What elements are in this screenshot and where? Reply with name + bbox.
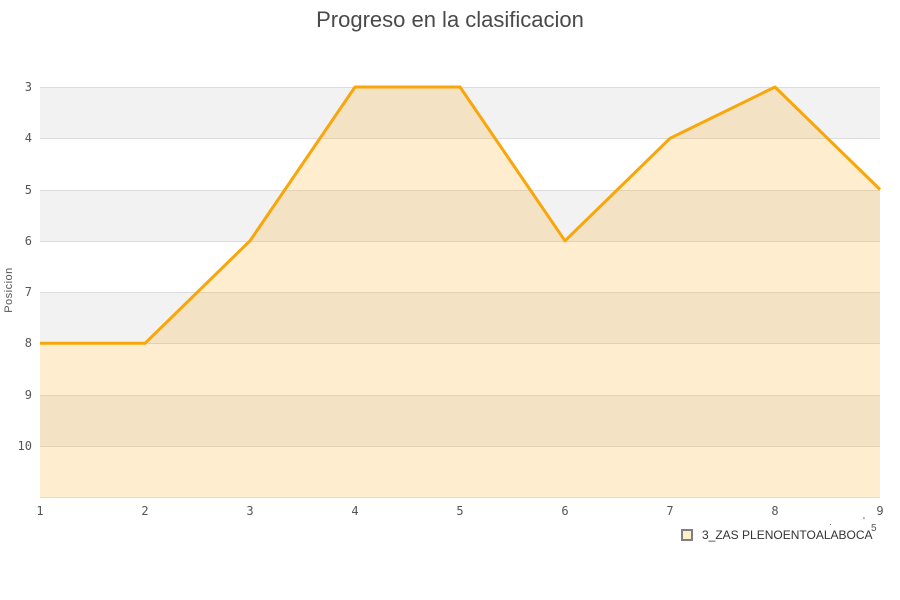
y-tick-label: 5 bbox=[24, 182, 32, 197]
y-tick-label: 9 bbox=[24, 387, 32, 402]
gridline bbox=[40, 138, 880, 140]
plot-band bbox=[40, 189, 880, 241]
chart-title: Progreso en la clasificacion bbox=[316, 7, 584, 32]
y-tick-label: 4 bbox=[24, 131, 32, 146]
plot-band bbox=[40, 138, 880, 190]
gridline bbox=[40, 292, 880, 293]
x-tick-label: 1 bbox=[36, 504, 44, 518]
plot-band bbox=[40, 343, 880, 395]
y-tick-label: 3 bbox=[24, 80, 32, 94]
legend-label: 3_ZAS PLENOENTOALABOCA bbox=[702, 528, 873, 542]
plot-band bbox=[40, 394, 880, 446]
series-area bbox=[40, 87, 880, 497]
gridline bbox=[40, 343, 880, 345]
x-tick-label: 3 bbox=[246, 504, 254, 518]
gridline bbox=[40, 445, 880, 447]
clipped-text-fragment: . bbox=[829, 517, 832, 528]
series-line bbox=[40, 85, 882, 345]
gridline bbox=[40, 497, 880, 498]
plot-band bbox=[40, 292, 880, 344]
y-tick-label: 10 bbox=[17, 438, 32, 453]
clipped-text-fragment: ' bbox=[863, 516, 865, 527]
x-tick-label: 2 bbox=[141, 504, 149, 518]
legend-swatch-icon bbox=[681, 529, 693, 541]
y-tick-label: 6 bbox=[24, 233, 32, 248]
gridline bbox=[40, 240, 880, 242]
x-tick-label: 5 bbox=[456, 504, 464, 518]
x-tick-label: 7 bbox=[666, 504, 674, 518]
clipped-text-fragment: 5 bbox=[871, 523, 877, 534]
y-tick-label: 7 bbox=[24, 285, 32, 299]
plot-area bbox=[40, 85, 882, 498]
plot-band bbox=[40, 445, 880, 497]
plot-band bbox=[40, 240, 880, 292]
plot-band bbox=[40, 87, 880, 139]
x-tick-label: 6 bbox=[561, 504, 569, 518]
series-layer bbox=[40, 85, 882, 497]
gridline bbox=[40, 394, 880, 396]
x-tick-label: 4 bbox=[351, 504, 359, 518]
gridline bbox=[40, 189, 880, 191]
x-tick-label: 8 bbox=[771, 504, 779, 518]
legend-item[interactable]: 3_ZAS PLENOENTOALABOCA bbox=[681, 528, 873, 542]
x-tick-label: 9 bbox=[876, 504, 884, 518]
y-tick-label: 8 bbox=[24, 336, 32, 351]
